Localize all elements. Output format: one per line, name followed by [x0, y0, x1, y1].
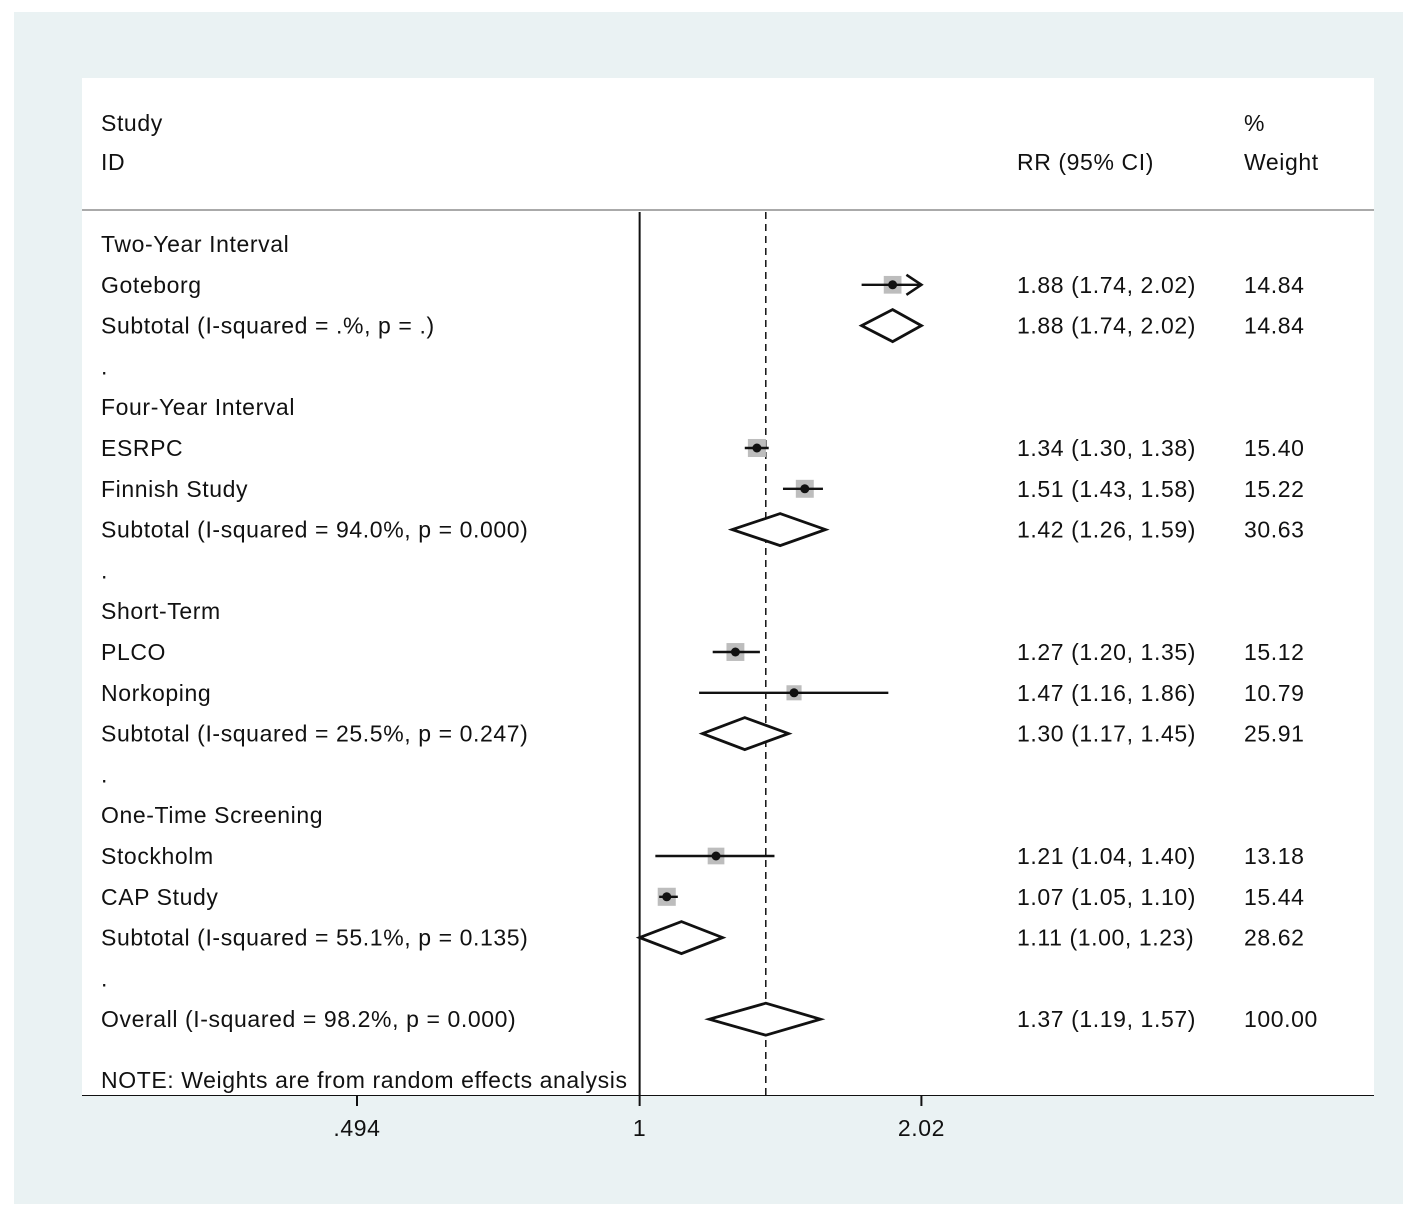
- figure-frame: Study ID RR (95% CI) % Weight Two-Year I…: [14, 12, 1403, 1204]
- plot-panel: Study ID RR (95% CI) % Weight Two-Year I…: [82, 78, 1374, 1096]
- point-estimate: [711, 851, 721, 861]
- point-estimate: [888, 280, 898, 290]
- row-spacer: .: [101, 557, 108, 583]
- study-label: Norkoping: [101, 680, 211, 706]
- subtotal-label: Subtotal (I-squared = .%, p = .): [101, 313, 435, 339]
- pooled-diamond: [727, 512, 830, 548]
- point-estimate: [800, 484, 810, 494]
- pooled-diamond: [698, 716, 793, 752]
- row-study: Finnish Study 1.51 (1.43, 1.58) 15.22: [101, 476, 1305, 502]
- spacer-label: .: [101, 761, 108, 787]
- study-label: ESRPC: [101, 435, 183, 461]
- weight-text: 15.22: [1244, 476, 1305, 502]
- point-estimate: [730, 647, 740, 657]
- weight-text: 25.91: [1244, 721, 1305, 747]
- point-estimate: [662, 892, 672, 902]
- group-label: Four-Year Interval: [101, 394, 295, 420]
- pooled-diamond: [858, 308, 925, 344]
- row-study: CAP Study 1.07 (1.05, 1.10) 15.44: [101, 884, 1305, 910]
- weight-text: 14.84: [1244, 313, 1305, 339]
- pooled-diamond: [635, 920, 727, 956]
- spacer-label: .: [101, 557, 108, 583]
- row-spacer: .: [101, 761, 108, 787]
- weight-text: 100.00: [1244, 1006, 1318, 1032]
- point-estimate: [752, 443, 762, 453]
- spacer-label: .: [101, 353, 108, 379]
- subtotal-label: Subtotal (I-squared = 55.1%, p = 0.135): [101, 925, 528, 951]
- ci-text: 1.07 (1.05, 1.10): [1017, 884, 1196, 910]
- row-study: PLCO 1.27 (1.20, 1.35) 15.12: [101, 639, 1305, 665]
- ci-text: 1.51 (1.43, 1.58): [1017, 476, 1196, 502]
- row-group: Two-Year Interval: [101, 231, 289, 257]
- x-tick-label: 1: [633, 1115, 646, 1141]
- row-spacer: .: [101, 965, 108, 991]
- x-tick-label: 2.02: [898, 1115, 945, 1141]
- header-study-label: Study: [101, 110, 163, 136]
- ci-text: 1.21 (1.04, 1.40): [1017, 843, 1196, 869]
- group-label: Two-Year Interval: [101, 231, 289, 257]
- weight-text: 28.62: [1244, 925, 1305, 951]
- row-group: Short-Term: [101, 598, 221, 624]
- row-subtotal: Subtotal (I-squared = 55.1%, p = 0.135) 1…: [101, 920, 1305, 956]
- row-subtotal: Subtotal (I-squared = 25.5%, p = 0.247) 1…: [101, 716, 1305, 752]
- header-pct-label: %: [1244, 110, 1265, 136]
- ci-text: 1.37 (1.19, 1.57): [1017, 1006, 1196, 1032]
- forest-plot: Study ID RR (95% CI) % Weight Two-Year I…: [82, 110, 1374, 1096]
- weight-text: 14.84: [1244, 272, 1305, 298]
- row-spacer: .: [101, 353, 108, 379]
- overall-label: Overall (I-squared = 98.2%, p = 0.000): [101, 1006, 516, 1032]
- x-tick-label: .494: [333, 1115, 380, 1141]
- pooled-diamond: [704, 1001, 826, 1037]
- row-group: Four-Year Interval: [101, 394, 295, 420]
- row-group: One-Time Screening: [101, 802, 323, 828]
- weight-text: 15.12: [1244, 639, 1305, 665]
- x-axis-ticks: .494 1 2.02: [333, 1096, 945, 1141]
- note-text: NOTE: Weights are from random effects an…: [101, 1067, 628, 1093]
- weight-text: 15.40: [1244, 435, 1305, 461]
- study-label: PLCO: [101, 639, 166, 665]
- header-weight-label: Weight: [1244, 149, 1319, 175]
- weight-text: 10.79: [1244, 680, 1305, 706]
- row-subtotal: Subtotal (I-squared = 94.0%, p = 0.000) 1…: [101, 512, 1305, 548]
- spacer-label: .: [101, 965, 108, 991]
- ci-text: 1.47 (1.16, 1.86): [1017, 680, 1196, 706]
- group-label: Short-Term: [101, 598, 221, 624]
- study-label: CAP Study: [101, 884, 218, 910]
- subtotal-label: Subtotal (I-squared = 25.5%, p = 0.247): [101, 721, 528, 747]
- weight-text: 15.44: [1244, 884, 1305, 910]
- row-study: Stockholm 1.21 (1.04, 1.40) 13.18: [101, 843, 1305, 869]
- arrow-head: [905, 273, 924, 296]
- rows-layer: Two-Year Interval Goteborg 1.88 (1.74, 2.0…: [101, 231, 1318, 1037]
- ci-text: 1.88 (1.74, 2.02): [1017, 272, 1196, 298]
- ci-text: 1.30 (1.17, 1.45): [1017, 721, 1196, 747]
- ci-text: 1.11 (1.00, 1.23): [1017, 925, 1194, 951]
- group-label: One-Time Screening: [101, 802, 323, 828]
- ci-text: 1.88 (1.74, 2.02): [1017, 313, 1196, 339]
- header: Study ID RR (95% CI) % Weight: [101, 110, 1319, 175]
- ci-text: 1.34 (1.30, 1.38): [1017, 435, 1196, 461]
- subtotal-label: Subtotal (I-squared = 94.0%, p = 0.000): [101, 517, 528, 543]
- row-overall: Overall (I-squared = 98.2%, p = 0.000) 1.…: [101, 1001, 1318, 1037]
- study-label: Finnish Study: [101, 476, 248, 502]
- weight-text: 13.18: [1244, 843, 1305, 869]
- study-label: Goteborg: [101, 272, 202, 298]
- row-subtotal: Subtotal (I-squared = .%, p = .) 1.88 (1.…: [101, 308, 1305, 344]
- point-estimate: [789, 688, 799, 698]
- weight-text: 30.63: [1244, 517, 1305, 543]
- ci-text: 1.27 (1.20, 1.35): [1017, 639, 1196, 665]
- study-label: Stockholm: [101, 843, 214, 869]
- row-study: ESRPC 1.34 (1.30, 1.38) 15.40: [101, 435, 1305, 461]
- ci-text: 1.42 (1.26, 1.59): [1017, 517, 1196, 543]
- row-study: Norkoping 1.47 (1.16, 1.86) 10.79: [101, 680, 1305, 706]
- header-effect-label: RR (95% CI): [1017, 149, 1154, 175]
- header-id-label: ID: [101, 149, 125, 175]
- row-study: Goteborg 1.88 (1.74, 2.02) 14.84: [101, 272, 1305, 298]
